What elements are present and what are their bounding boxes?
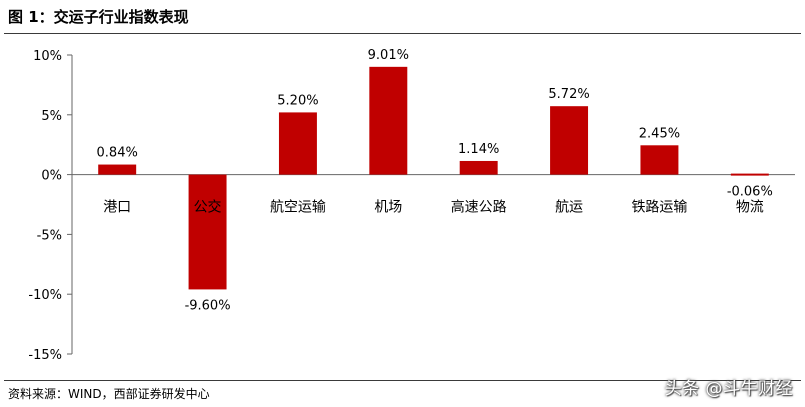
data-label-4: 1.14%: [458, 142, 499, 157]
data-label-0: 0.84%: [97, 146, 138, 161]
category-label-3: 机场: [374, 200, 402, 216]
data-label-6: 2.45%: [639, 126, 680, 141]
data-label-7: -0.06%: [727, 184, 773, 199]
category-labels: 港口 公交 航空运输 机场 高速公路 航运 铁路运输 物流: [103, 199, 764, 216]
bars: [98, 66, 769, 290]
category-label-2: 航空运输: [270, 200, 326, 216]
bar-6: [640, 145, 679, 175]
data-label-1: -9.60%: [185, 298, 231, 313]
y-tick-label: -15%: [28, 348, 62, 363]
category-label-0: 港口: [103, 200, 131, 216]
category-label-1: 公交: [194, 199, 222, 216]
bar-1: [188, 174, 227, 290]
bar-0: [98, 164, 137, 175]
bar-4: [459, 160, 498, 175]
data-label-2: 5.20%: [277, 93, 318, 108]
data-label-5: 5.72%: [548, 87, 589, 102]
category-label-7: 物流: [736, 200, 764, 216]
y-tick-label: -5%: [37, 228, 62, 243]
bottom-rule: [4, 380, 801, 381]
source-note: 资料来源：WIND，西部证券研发中心: [8, 387, 210, 401]
y-axis: 10% 5% 0% -5% -10% -15%: [28, 49, 795, 363]
y-tick-label: 0%: [41, 169, 62, 184]
y-tick-label: -10%: [28, 288, 62, 303]
y-tick-label: 5%: [41, 109, 62, 124]
watermark: 头条 @斗牛财经: [664, 379, 793, 399]
bar-3: [369, 66, 408, 175]
category-label-6: 铁路运输: [631, 200, 687, 216]
top-rule: [4, 33, 801, 34]
y-tick-label: 10%: [33, 49, 62, 64]
bar-7: [730, 173, 769, 176]
bar-2: [278, 112, 317, 175]
bar-5: [550, 106, 589, 175]
category-label-4: 高速公路: [451, 199, 507, 216]
category-label-5: 航运: [555, 200, 583, 216]
data-label-3: 9.01%: [368, 48, 409, 63]
data-labels: 0.84% -9.60% 5.20% 9.01% 1.14% 5.72% 2.45% -0.0…: [97, 48, 773, 314]
figure-title: 图 1：交运子行业指数表现: [8, 8, 189, 26]
